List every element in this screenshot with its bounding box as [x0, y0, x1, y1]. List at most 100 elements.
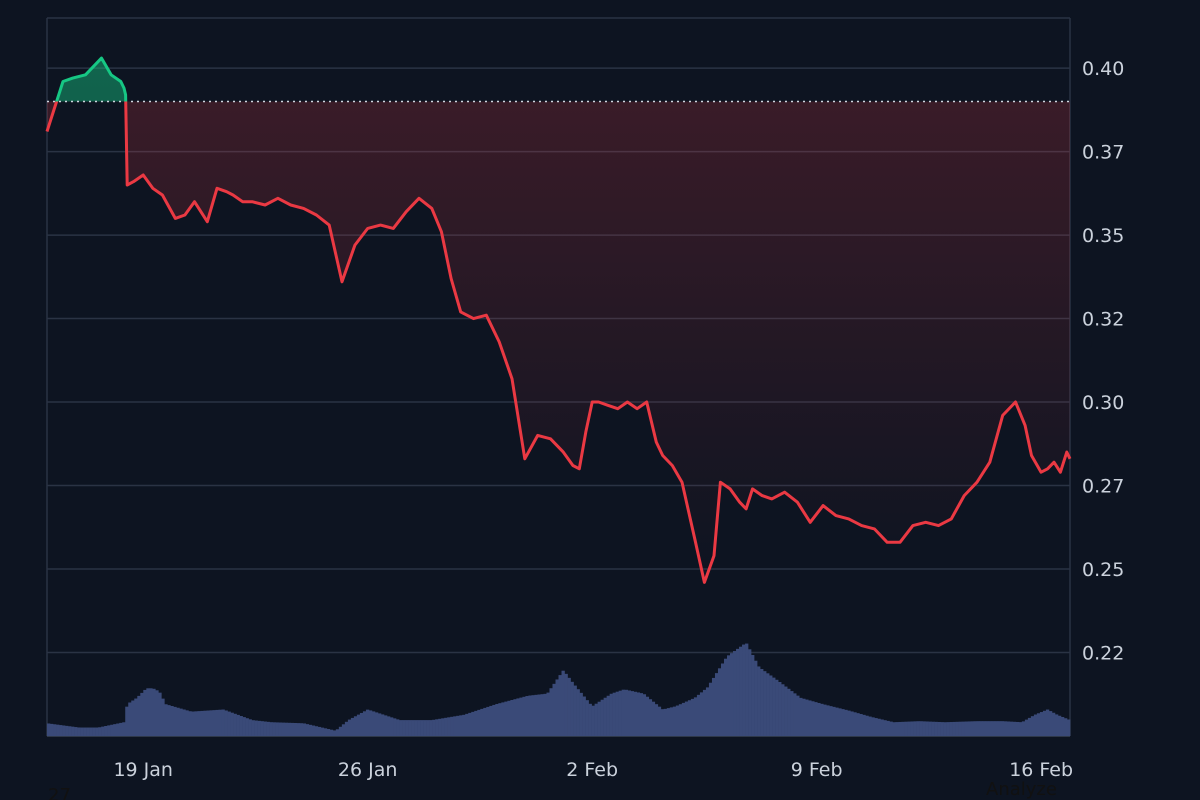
volume-bar [931, 721, 935, 736]
volume-bar [757, 666, 761, 736]
volume-bar [838, 708, 842, 736]
volume-bar [739, 646, 743, 736]
analyze-link[interactable]: Analyze [986, 779, 1057, 800]
volume-bar [1009, 721, 1014, 736]
volume-bar [152, 688, 156, 736]
volume-bar [492, 704, 496, 736]
volume-bar [1066, 719, 1071, 736]
volume-bar [462, 714, 466, 736]
volume-bar [754, 660, 758, 736]
volume-bar [823, 704, 827, 736]
volume-bar [555, 679, 559, 736]
volume-bar [546, 692, 550, 736]
volume-bar [386, 716, 391, 736]
volume-bar [483, 707, 487, 736]
volume-bar [426, 720, 430, 736]
volume-bar [380, 714, 385, 736]
volume-bar [603, 697, 607, 736]
volume-bar [531, 695, 535, 736]
volume-bar [510, 699, 514, 736]
volume-bar [871, 717, 875, 736]
volume-bar [862, 714, 866, 736]
volume-bar [86, 727, 90, 736]
volume-bar [383, 715, 388, 736]
volume-bar [218, 709, 222, 736]
volume-bar [856, 713, 860, 736]
y-tick-label: 0.32 [1082, 309, 1124, 331]
volume-bar [609, 693, 613, 736]
volume-bar [711, 677, 716, 736]
volume-bar [772, 677, 776, 736]
volume-bar [693, 697, 698, 736]
volume-bar [182, 709, 186, 736]
volume-bar [853, 712, 857, 736]
volume-bar [769, 675, 773, 736]
volume-bar [393, 718, 397, 736]
volume-bar [736, 648, 740, 736]
volume-bar [892, 722, 896, 736]
volume-bar [567, 677, 571, 736]
volume-bar [356, 714, 361, 736]
volume-bar [793, 693, 797, 736]
volume-bar [459, 715, 463, 736]
volume-bar [558, 675, 562, 736]
volume-bar [438, 718, 442, 736]
volume-bar [516, 698, 520, 736]
volume-bar [678, 704, 683, 736]
volume-bar [116, 723, 120, 736]
volume-bar [790, 691, 794, 736]
volume-bar [308, 724, 313, 736]
volume-bar [441, 718, 445, 736]
volume-bar [618, 690, 622, 736]
volume-bar [332, 730, 337, 736]
volume-bar [53, 724, 57, 736]
volume-bar [763, 671, 767, 736]
volume-bar [197, 711, 201, 736]
volume-bar [967, 721, 972, 736]
volume-bar [985, 721, 990, 736]
volume-bar [272, 722, 276, 736]
volume-bar [844, 709, 848, 736]
volume-bar [317, 726, 322, 736]
volume-bar [883, 720, 887, 736]
volume-bar [961, 721, 965, 736]
volume-bar [907, 721, 911, 736]
volume-bar [377, 713, 382, 736]
volume-bar [600, 699, 604, 736]
volume-bar [89, 727, 93, 736]
volume-bar [164, 704, 168, 736]
volume-bar [80, 727, 84, 736]
volume-bar [47, 723, 51, 736]
volume-bar [624, 689, 629, 736]
volume-bar [507, 700, 511, 736]
volume-bar [913, 721, 917, 736]
y-tick-label: 0.40 [1082, 58, 1124, 80]
volume-bar [489, 705, 493, 736]
volume-bar [368, 710, 373, 736]
volume-bar [775, 679, 779, 736]
x-tick-label: 19 Jan [113, 759, 173, 781]
volume-bar [329, 729, 334, 736]
volume-bar [802, 698, 806, 736]
volume-bar [251, 720, 255, 736]
volume-bar [534, 694, 538, 736]
volume-bar [778, 681, 782, 736]
volume-bar [302, 723, 307, 736]
volume-bar [248, 719, 252, 736]
volume-bar [504, 701, 508, 736]
volume-bar [468, 712, 472, 736]
volume-bar [991, 721, 996, 736]
volume-bar [958, 721, 962, 736]
volume-bar [245, 718, 249, 736]
volume-bar [239, 715, 243, 736]
volume-bar [994, 721, 999, 736]
x-tick-label: 16 Feb [1009, 759, 1073, 781]
volume-bar [420, 720, 424, 736]
volume-bar [477, 709, 481, 736]
price-line-below [45, 101, 1072, 584]
volume-bar [943, 722, 947, 736]
y-axis: 0.40 0.37 0.35 0.32 0.30 0.27 0.25 0.22 [1082, 58, 1124, 664]
volume-bar [745, 643, 749, 736]
volume-bar [946, 722, 950, 736]
volume-bar [1063, 718, 1068, 736]
